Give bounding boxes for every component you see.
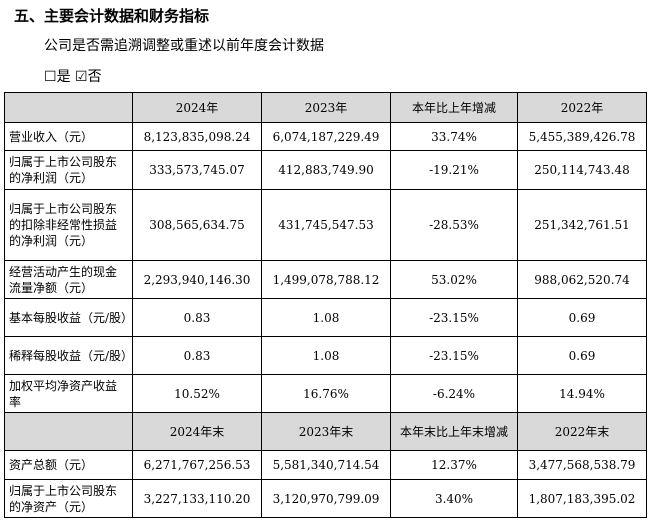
value-cell: 0.83 (132, 336, 262, 375)
value-cell: 6,074,187,229.49 (261, 122, 391, 151)
value-cell: 3,227,133,110.20 (132, 479, 262, 518)
header-cell: 2023年 (261, 92, 391, 123)
table-row: 归属于上市公司股东的净利润（元） 333,573,745.07 412,883,… (4, 150, 647, 190)
header-cell (4, 412, 133, 451)
value-cell: 251,342,761.51 (517, 189, 647, 261)
table-row: 营业收入（元） 8,123,835,098.24 6,074,187,229.4… (4, 122, 647, 151)
row-label: 加权平均净资产收益率 (4, 374, 133, 413)
change-cell: -19.21% (390, 150, 518, 190)
yes-checkbox-icon: ☐ (44, 69, 57, 85)
table-row: 归属于上市公司股东的扣除非经常性损益的净利润（元） 308,565,634.75… (4, 189, 647, 261)
value-cell: 250,114,743.48 (517, 150, 647, 190)
row-label: 归属于上市公司股东的净资产（元） (4, 479, 133, 518)
value-cell: 0.69 (517, 336, 647, 375)
table-header-row: 2024年 2023年 本年比上年增减 2022年 (4, 92, 647, 123)
header-cell: 2024年末 (132, 412, 262, 451)
table-row: 基本每股收益（元/股） 0.83 1.08 -23.15% 0.69 (4, 298, 647, 337)
value-cell: 1.08 (261, 298, 391, 337)
value-cell: 6,271,767,256.53 (132, 450, 262, 480)
row-label: 经营活动产生的现金流量净额（元） (4, 260, 133, 299)
header-cell: 2024年 (132, 92, 262, 123)
no-option-label: 否 (87, 69, 102, 85)
change-cell: 33.74% (390, 122, 518, 151)
value-cell: 0.69 (517, 298, 647, 337)
restatement-question: 公司是否需追溯调整或重述以前年度会计数据 (44, 38, 324, 54)
no-checkbox-icon: ☑ (75, 69, 88, 85)
table-row: 加权平均净资产收益率 10.52% 16.76% -6.24% 14.94% (4, 374, 647, 413)
value-cell: 14.94% (517, 374, 647, 413)
header-cell: 本年比上年增减 (390, 92, 518, 123)
change-cell: 12.37% (390, 450, 518, 480)
change-cell: -23.15% (390, 336, 518, 375)
table-row: 经营活动产生的现金流量净额（元） 2,293,940,146.30 1,499,… (4, 260, 647, 299)
change-cell: 3.40% (390, 479, 518, 518)
value-cell: 988,062,520.74 (517, 260, 647, 299)
value-cell: 333,573,745.07 (132, 150, 262, 190)
header-cell: 本年末比上年末增减 (390, 412, 518, 451)
row-label: 归属于上市公司股东的净利润（元） (4, 150, 133, 190)
header-cell: 2022年末 (517, 412, 647, 451)
yes-option-label: 是 (56, 69, 71, 85)
value-cell: 1,807,183,395.02 (517, 479, 647, 518)
table-header-row: 2024年末 2023年末 本年末比上年末增减 2022年末 (4, 412, 647, 451)
value-cell: 1.08 (261, 336, 391, 375)
row-label: 资产总额（元） (4, 450, 133, 480)
table-row: 稀释每股收益（元/股） 0.83 1.08 -23.15% 0.69 (4, 336, 647, 375)
value-cell: 308,565,634.75 (132, 189, 262, 261)
row-label: 基本每股收益（元/股） (4, 298, 133, 337)
value-cell: 0.83 (132, 298, 262, 337)
value-cell: 3,477,568,538.79 (517, 450, 647, 480)
value-cell: 3,120,970,799.09 (261, 479, 391, 518)
header-cell (4, 92, 133, 123)
value-cell: 8,123,835,098.24 (132, 122, 262, 151)
value-cell: 412,883,749.90 (261, 150, 391, 190)
change-cell: 53.02% (390, 260, 518, 299)
restatement-options: ☐是 ☑否 (44, 66, 102, 86)
change-cell: -28.53% (390, 189, 518, 261)
header-cell: 2023年末 (261, 412, 391, 451)
value-cell: 431,745,547.53 (261, 189, 391, 261)
value-cell: 5,581,340,714.54 (261, 450, 391, 480)
row-label: 稀释每股收益（元/股） (4, 336, 133, 375)
value-cell: 2,293,940,146.30 (132, 260, 262, 299)
value-cell: 16.76% (261, 374, 391, 413)
row-label: 营业收入（元） (4, 122, 133, 151)
row-label: 归属于上市公司股东的扣除非经常性损益的净利润（元） (4, 189, 133, 261)
value-cell: 5,455,389,426.78 (517, 122, 647, 151)
table-row: 归属于上市公司股东的净资产（元） 3,227,133,110.20 3,120,… (4, 479, 647, 518)
value-cell: 1,499,078,788.12 (261, 260, 391, 299)
section-heading: 五、主要会计数据和财务指标 (14, 7, 210, 25)
header-cell: 2022年 (517, 92, 647, 123)
table-row: 资产总额（元） 6,271,767,256.53 5,581,340,714.5… (4, 450, 647, 480)
change-cell: -23.15% (390, 298, 518, 337)
change-cell: -6.24% (390, 374, 518, 413)
value-cell: 10.52% (132, 374, 262, 413)
financial-indicators-table: 2024年 2023年 本年比上年增减 2022年 营业收入（元） 8,123,… (4, 92, 647, 518)
